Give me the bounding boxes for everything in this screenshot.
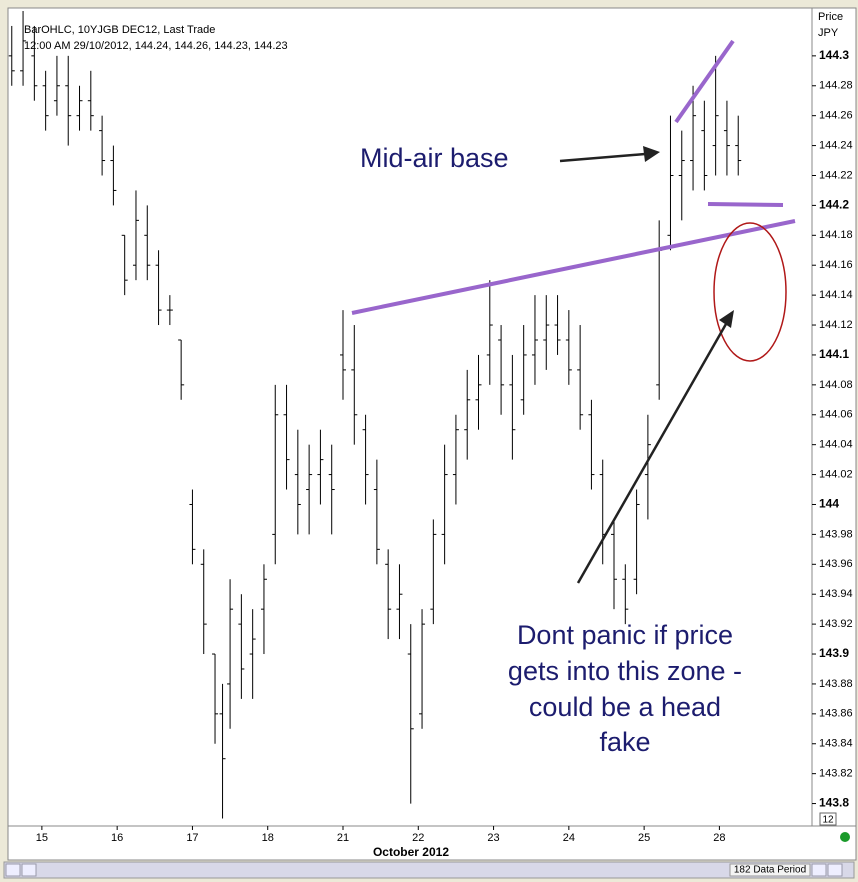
trend-line [674, 39, 735, 124]
y-tick-label: 144.12 [819, 319, 853, 331]
y-tick-label: 144.08 [819, 379, 853, 391]
annotation: Dont panic if price [517, 620, 733, 650]
x-tick-label: 23 [487, 832, 499, 844]
x-axis-label: October 2012 [373, 845, 449, 859]
x-tick-label: 16 [111, 832, 123, 844]
y-tick-label: 144.28 [819, 80, 853, 92]
y-tick-label: 143.84 [819, 738, 853, 750]
x-tick-label: 15 [36, 832, 48, 844]
y-tick-label: 144.2 [819, 198, 849, 212]
y-tick-label: 144.02 [819, 468, 853, 480]
scrollbar[interactable] [3, 861, 855, 879]
trend-line [707, 202, 784, 207]
annotation: fake [599, 727, 650, 757]
scale-label: 12 [822, 815, 834, 826]
x-tick-label: 21 [337, 832, 349, 844]
chart-title: BarOHLC, 10YJGB DEC12, Last Trade [24, 24, 215, 36]
y-tick-label: 143.92 [819, 618, 853, 630]
y-tick-label: 144 [819, 497, 839, 511]
arrow-head [719, 310, 734, 328]
x-tick-label: 28 [713, 832, 725, 844]
y-tick-label: 143.96 [819, 558, 853, 570]
x-tick-label: 24 [563, 832, 575, 844]
y-tick-label: 144.1 [819, 347, 849, 361]
data-period: 182 Data Period [734, 865, 806, 876]
y-tick-label: 144.3 [819, 48, 849, 62]
y-axis-area [811, 7, 857, 827]
y-tick-label: 144.18 [819, 229, 853, 241]
y-tick-label: 143.94 [819, 588, 853, 600]
y-tick-label: 143.8 [819, 796, 849, 810]
x-tick-label: 18 [262, 832, 274, 844]
y-tick-label: 144.26 [819, 110, 853, 122]
arrow-head [643, 146, 660, 162]
zone-ellipse [713, 222, 787, 362]
y-tick-label: 143.9 [819, 646, 849, 660]
annotation: gets into this zone - [508, 656, 742, 686]
scroll-button[interactable] [811, 863, 827, 877]
x-tick-label: 22 [412, 832, 424, 844]
y-tick-label: 144.04 [819, 439, 853, 451]
y-tick-label: 144.22 [819, 169, 853, 181]
x-tick-label: 25 [638, 832, 650, 844]
status-light [840, 832, 850, 842]
y-tick-label: 143.98 [819, 528, 853, 540]
y-axis-label: Price [818, 11, 843, 23]
annotation: could be a head [529, 692, 721, 722]
plot-area [7, 7, 813, 827]
x-tick-label: 17 [186, 832, 198, 844]
scale-box[interactable] [819, 812, 837, 826]
scroll-button[interactable] [5, 863, 21, 877]
y-tick-label: 144.24 [819, 139, 853, 151]
y-tick-label: 143.82 [819, 768, 853, 780]
data-period-box[interactable] [729, 863, 811, 877]
y-tick-label: 144.14 [819, 289, 853, 301]
y-tick-label: 144.16 [819, 259, 853, 271]
y-tick-label: 143.86 [819, 708, 853, 720]
y-tick-label: 144.06 [819, 409, 853, 421]
scroll-button[interactable] [21, 863, 37, 877]
y-tick-label: 143.88 [819, 678, 853, 690]
arrow [559, 152, 646, 163]
y-axis-label: JPY [818, 27, 839, 39]
annotation: Mid-air base [360, 143, 509, 173]
scroll-button[interactable] [827, 863, 843, 877]
trend-line [351, 219, 796, 315]
x-axis-area [7, 825, 857, 861]
arrow [576, 323, 728, 584]
chart-subtitle: 12:00 AM 29/10/2012, 144.24, 144.26, 144… [24, 40, 288, 52]
